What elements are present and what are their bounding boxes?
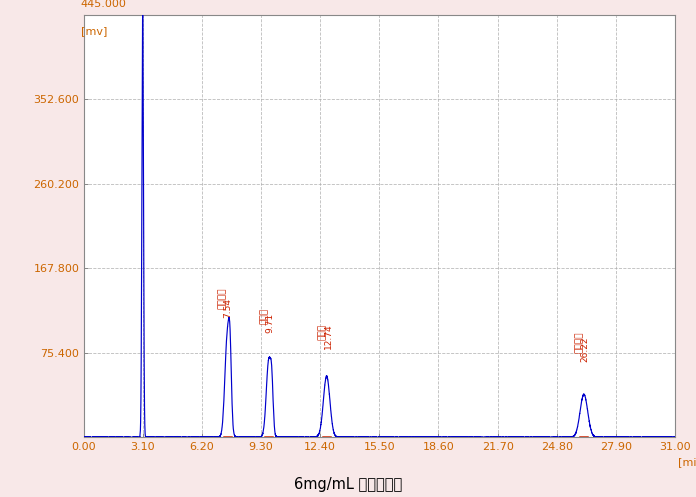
Text: 山梨醇: 山梨醇 [317,324,326,339]
Text: 12.74: 12.74 [324,323,333,349]
Text: 7.54: 7.54 [223,299,232,319]
Text: 木糖醇: 木糖醇 [260,308,269,324]
Text: 6mg/mL 标准工作液: 6mg/mL 标准工作液 [294,477,402,492]
Text: [min]: [min] [678,457,696,467]
Text: 麦芽糖醇: 麦芽糖醇 [575,331,584,353]
Text: 赤藓糖醇: 赤藓糖醇 [217,288,226,309]
Text: 9.71: 9.71 [266,313,275,333]
Text: 26.22: 26.22 [580,337,590,362]
Text: 445.000: 445.000 [81,0,127,9]
Text: [mv]: [mv] [81,26,107,36]
